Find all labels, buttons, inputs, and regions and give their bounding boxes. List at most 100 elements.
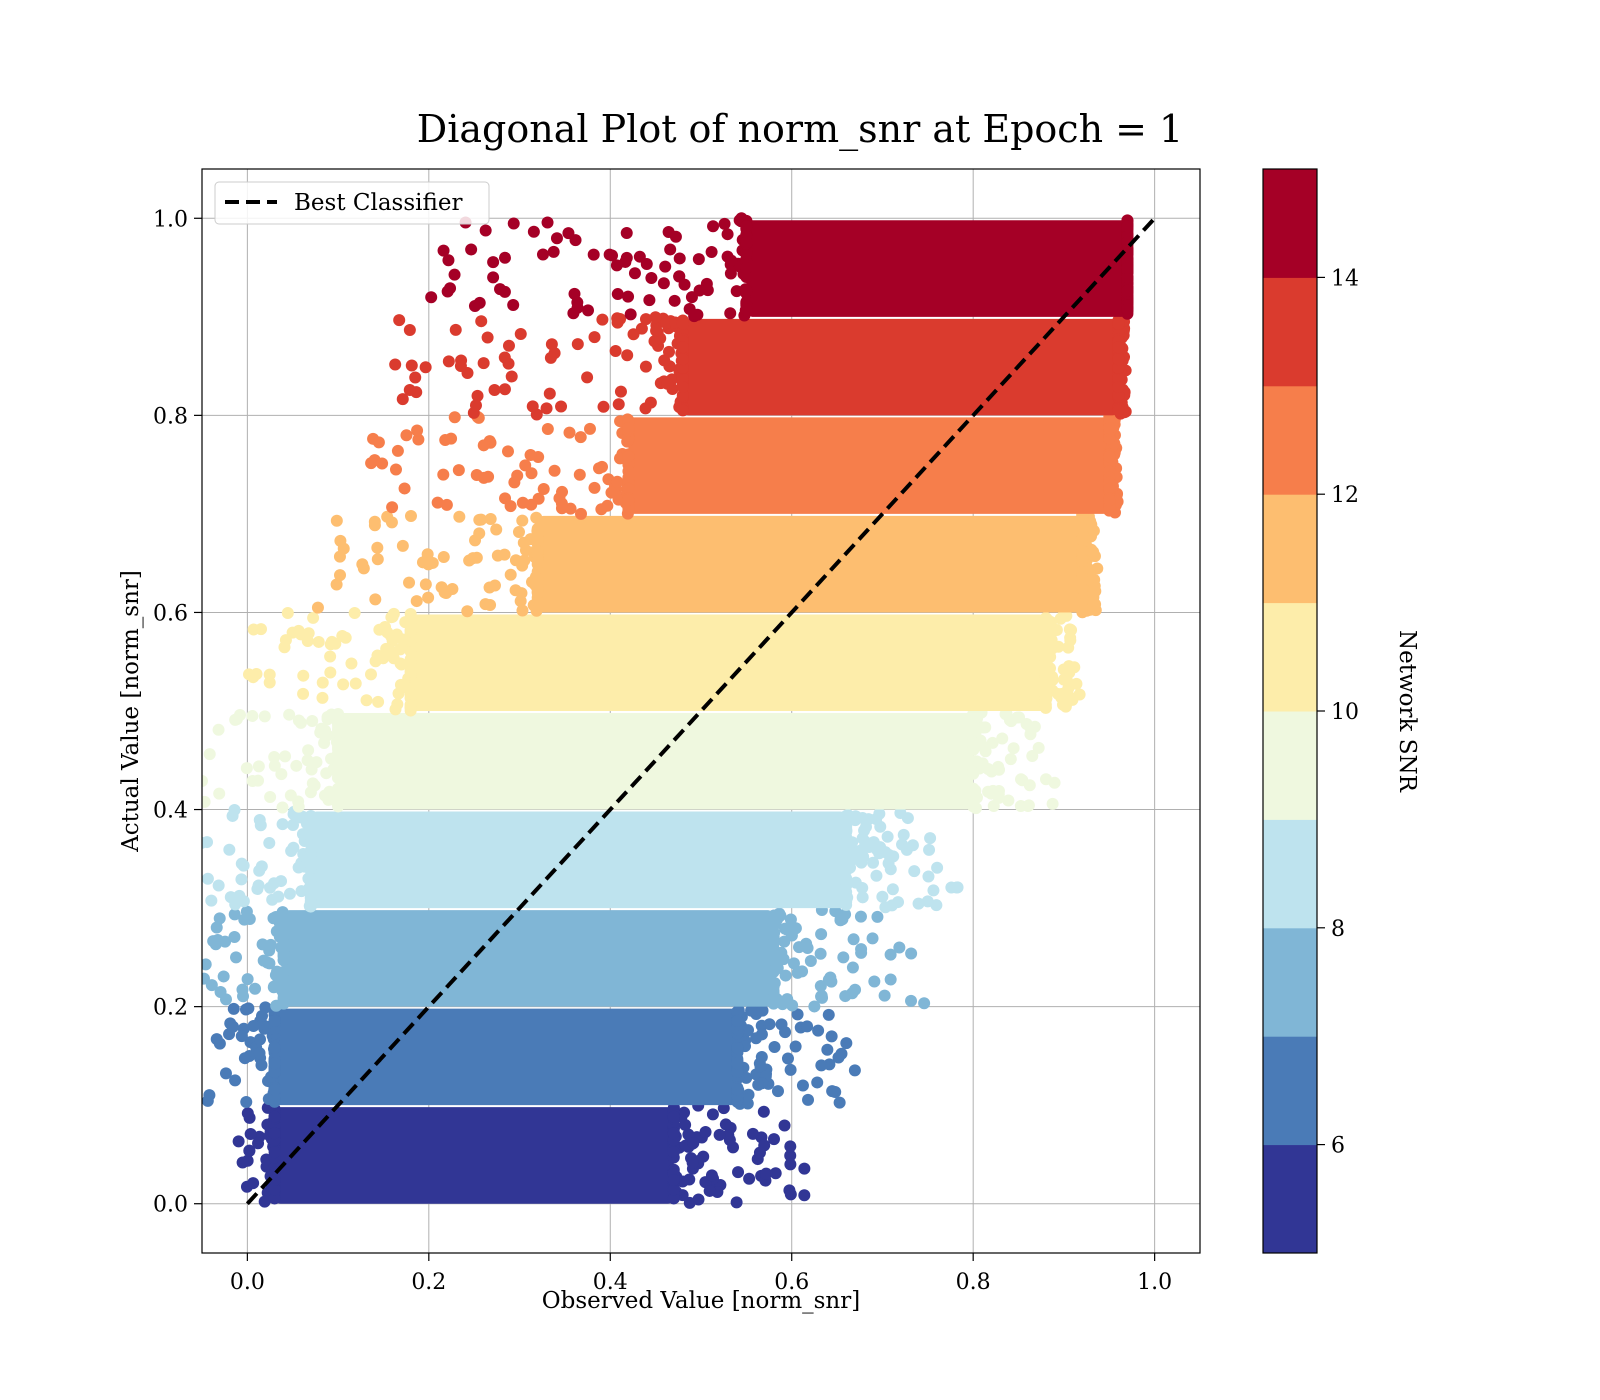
snr-band-12-13: [365, 410, 1124, 520]
scatter-point: [753, 1146, 766, 1159]
colorbar-tick-label: 12: [1331, 483, 1359, 508]
scatter-point: [232, 1135, 245, 1148]
scatter-point: [881, 830, 894, 843]
scatter-point: [394, 643, 407, 656]
scatter-point: [389, 703, 402, 716]
scatter-point: [213, 787, 226, 800]
scatter-point: [574, 431, 587, 444]
scatter-point: [746, 1127, 759, 1140]
scatter-point: [396, 393, 409, 406]
scatter-point: [283, 887, 296, 900]
scatter-point: [188, 708, 200, 720]
snr-band-5-6: [232, 1099, 811, 1209]
scatter-point: [242, 668, 255, 681]
snr-band-10-11: [242, 606, 1086, 717]
scatter-point: [678, 278, 691, 291]
x-tick-label: 0.8: [956, 1270, 991, 1295]
scatter-point: [667, 1110, 680, 1123]
scatter-point: [277, 978, 290, 991]
scatter-point: [609, 344, 622, 357]
snr-band-8-9: [202, 803, 964, 914]
scatter-point: [846, 961, 859, 974]
scatter-point: [235, 857, 248, 870]
scatter-point: [348, 606, 361, 619]
scatter-point: [276, 801, 289, 814]
scatter-point: [223, 843, 236, 856]
scatter-point: [581, 371, 594, 384]
scatter-point: [871, 910, 884, 923]
scatter-point: [297, 687, 310, 700]
scatter-point: [612, 398, 625, 411]
scatter-point: [404, 510, 417, 523]
scatter-point: [743, 1172, 756, 1185]
scatter-point: [676, 353, 689, 366]
scatter-point: [755, 1028, 768, 1041]
scatter-point: [870, 813, 883, 826]
y-axis-ticks: 0.0 0.2 0.4 0.6 0.8 1.0: [153, 207, 202, 1218]
scatter-point: [1086, 594, 1099, 607]
scatter-point: [518, 554, 531, 567]
scatter-point: [501, 445, 514, 458]
scatter-point: [541, 423, 554, 436]
colorbar-tick-label: 10: [1331, 700, 1359, 725]
scatter-point: [316, 676, 329, 689]
scatter-point: [487, 256, 500, 269]
scatter-point: [755, 1050, 768, 1063]
scatter-point: [371, 541, 384, 554]
scatter-point: [512, 525, 525, 538]
scatter-point: [1112, 341, 1125, 354]
scatter-point: [507, 217, 520, 230]
scatter-point: [385, 516, 398, 529]
scatter-point: [304, 826, 317, 839]
band-core: [274, 1008, 738, 1106]
scatter-point: [212, 879, 225, 892]
scatter-point: [404, 687, 417, 700]
colorbar-segment: [1263, 494, 1317, 604]
scatter-point: [808, 1000, 821, 1013]
scatter-point: [811, 1076, 824, 1089]
scatter-point: [603, 248, 616, 261]
scatter-point: [258, 1195, 271, 1208]
scatter-point: [268, 751, 281, 764]
scatter-point: [376, 457, 389, 470]
scatter-point: [778, 935, 791, 948]
scatter-point: [676, 404, 689, 417]
scatter-point: [1068, 661, 1081, 674]
scatter-point: [253, 864, 266, 877]
scatter-point: [945, 881, 958, 894]
scatter-point: [409, 371, 422, 384]
scatter-point: [364, 668, 377, 681]
scatter-point: [302, 627, 315, 640]
scatter-point: [252, 1137, 265, 1150]
scatter-point: [802, 1093, 815, 1106]
scatter-point: [387, 652, 400, 665]
scatter-point: [389, 358, 402, 371]
scatter-point: [614, 385, 627, 398]
scatter-point: [693, 284, 706, 297]
scatter-point: [771, 1085, 784, 1098]
scatter-point: [263, 676, 276, 689]
scatter-point: [526, 400, 539, 413]
scatter-point: [481, 331, 494, 344]
scatter-point: [555, 502, 568, 515]
scatter-point: [505, 370, 518, 383]
scatter-point: [540, 402, 553, 415]
scatter-point: [731, 1065, 744, 1078]
scatter-point: [1121, 261, 1134, 274]
scatter-point: [686, 1156, 699, 1169]
scatter-point: [228, 930, 241, 943]
y-tick-label: 0.2: [153, 996, 188, 1021]
scatter-point: [268, 759, 281, 772]
scatter-point: [1026, 750, 1039, 763]
scatter-point: [219, 1067, 232, 1080]
scatter-point: [930, 899, 943, 912]
scatter-point: [1103, 422, 1116, 435]
scatter-point: [740, 261, 753, 274]
scatter-point: [611, 288, 624, 301]
scatter-point: [993, 763, 1006, 776]
scatter-point: [1011, 711, 1024, 724]
scatter-point: [332, 708, 345, 721]
scatter-point: [699, 1126, 712, 1139]
scatter-point: [249, 982, 262, 995]
